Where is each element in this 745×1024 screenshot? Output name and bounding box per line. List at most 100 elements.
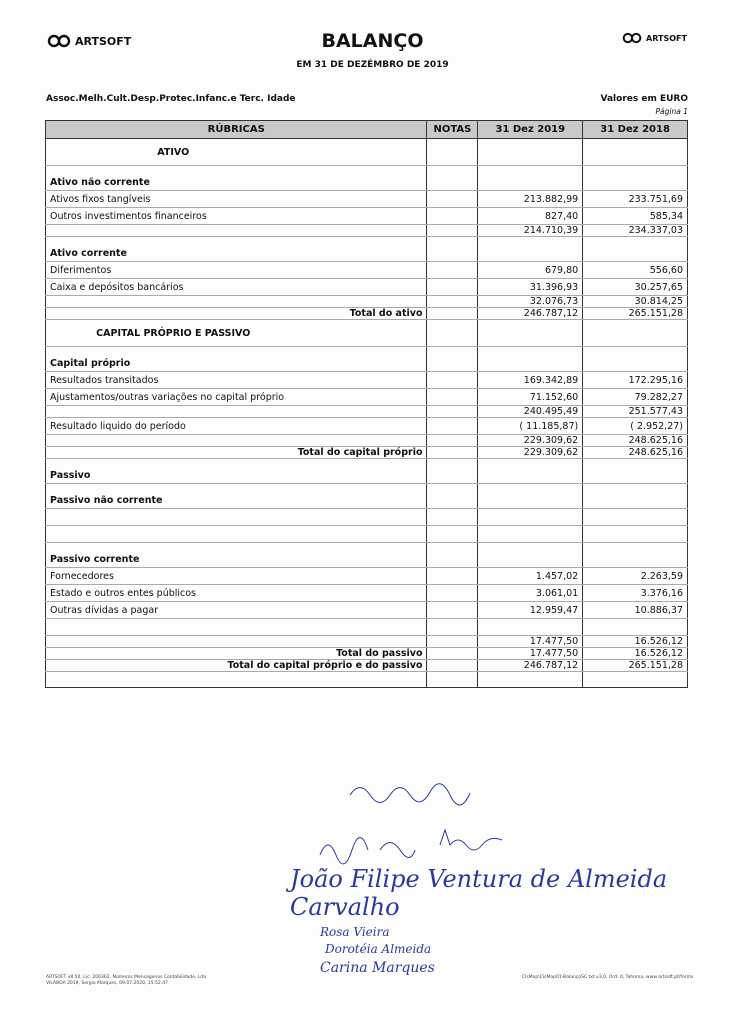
value-2018 xyxy=(582,525,688,543)
table-row: Total do ativo 246.787,12 265.151,28 xyxy=(44,307,688,320)
signature-1: João Filipe Ventura de Almeida Carvalho xyxy=(290,865,668,921)
row-notes xyxy=(426,542,479,568)
value-2018 xyxy=(582,458,688,484)
row-label: Caixa e depósitos bancários xyxy=(44,278,428,296)
row-label: Diferimentos xyxy=(44,261,428,279)
value-2019: 229.309,62 xyxy=(477,434,584,447)
value-2018 xyxy=(582,346,688,372)
value-2019: 240.495,49 xyxy=(477,405,584,418)
row-label: Outras dívidas a pagar xyxy=(44,601,428,619)
table-row: Passivo não corrente xyxy=(44,483,688,509)
balance-table: RÚBRICAS NOTAS 31 Dez 2019 31 Dez 2018 A… xyxy=(44,120,688,688)
value-2019: 12.959,47 xyxy=(477,601,584,619)
document-subtitle: EM 31 DE DEZÉMBRO DE 2019 xyxy=(296,60,449,70)
value-2019 xyxy=(477,236,584,262)
value-2019: 679,80 xyxy=(477,261,584,279)
table-row: Passivo xyxy=(44,458,688,484)
table-row: 32.076,73 30.814,25 xyxy=(44,295,688,308)
row-label xyxy=(44,405,428,418)
row-notes xyxy=(426,319,479,347)
row-label: ATIVO xyxy=(44,138,428,166)
value-2018 xyxy=(582,138,688,166)
value-2019: 169.342,89 xyxy=(477,371,584,389)
table-row: 229.309,62 248.625,16 xyxy=(44,434,688,447)
row-label: CAPITAL PRÓPRIO E PASSIVO xyxy=(44,319,428,347)
value-2018: 2.263,59 xyxy=(582,567,688,585)
value-2018: 79.282,27 xyxy=(582,388,688,406)
value-2019: 17.477,50 xyxy=(477,635,584,648)
value-2019 xyxy=(477,508,584,526)
column-header-2019: 31 Dez 2019 xyxy=(477,120,584,139)
row-notes xyxy=(426,508,479,526)
table-row: Capital próprio xyxy=(44,346,688,372)
table-row: Outros investimentos financeiros 827,40 58… xyxy=(44,207,688,225)
value-2018: ( 2.952,27) xyxy=(582,417,688,435)
artsoft-logo-left: ARTSOFT xyxy=(47,34,131,48)
signature-3: Dorotéia Almeida xyxy=(325,942,432,956)
logo-text: ARTSOFT xyxy=(75,34,132,48)
table-row: Caixa e depósitos bancários 31.396,93 30.2… xyxy=(44,278,688,296)
value-2019: 3.061,01 xyxy=(477,584,584,602)
row-notes xyxy=(426,659,479,672)
row-notes xyxy=(426,458,479,484)
signatures-scribble xyxy=(319,783,503,865)
row-label: Resultados transitados xyxy=(44,371,428,389)
row-label xyxy=(44,434,428,447)
row-notes xyxy=(426,635,479,648)
value-2019: 246.787,12 xyxy=(477,307,584,320)
row-notes xyxy=(426,434,479,447)
value-2019: 213.882,99 xyxy=(477,190,584,208)
row-label xyxy=(44,635,428,648)
row-label xyxy=(44,525,428,543)
value-2018 xyxy=(582,671,688,688)
row-label: Passivo xyxy=(44,458,428,484)
table-row: Resultados transitados 169.342,89 172.295,… xyxy=(44,371,688,389)
signature-4: Carina Marques xyxy=(320,960,435,976)
value-2019: 827,40 xyxy=(477,207,584,225)
table-row: Passivo corrente xyxy=(44,542,688,568)
row-notes xyxy=(426,567,479,585)
document-title: BALANÇO xyxy=(321,30,424,52)
row-notes xyxy=(426,446,479,459)
row-notes xyxy=(426,190,479,208)
row-notes xyxy=(426,405,479,418)
currency-units: Valores em EURO xyxy=(600,94,689,104)
value-2018 xyxy=(582,483,688,509)
value-2019 xyxy=(477,483,584,509)
logo-text: ARTSOFT xyxy=(646,33,687,43)
value-2018: 248.625,16 xyxy=(582,434,688,447)
column-header-rubricas: RÚBRICAS xyxy=(44,120,428,139)
row-notes xyxy=(426,295,479,308)
column-header-2018: 31 Dez 2018 xyxy=(582,120,688,139)
table-row: 214.710,39 234.337,03 xyxy=(44,224,688,237)
table-row: Ativo não corrente xyxy=(44,165,688,191)
value-2019: 32.076,73 xyxy=(477,295,584,308)
table-row: Ajustamentos/outras variações no capital… xyxy=(44,388,688,406)
value-2018: 251.577,43 xyxy=(582,405,688,418)
row-label: Ativos fixos tangíveis xyxy=(44,190,428,208)
table-row: Total do passivo 17.477,50 16.526,12 xyxy=(44,647,688,660)
table-row xyxy=(44,671,688,688)
value-2018: 585,34 xyxy=(582,207,688,225)
table-row: Fornecedores 1.457,02 2.263,59 xyxy=(44,567,688,585)
row-notes xyxy=(426,483,479,509)
row-notes xyxy=(426,671,479,688)
row-label: Total do ativo xyxy=(44,307,428,320)
table-row: 17.477,50 16.526,12 xyxy=(44,635,688,648)
row-label: Ajustamentos/outras variações no capital… xyxy=(44,388,428,406)
value-2018 xyxy=(582,618,688,636)
value-2019 xyxy=(477,671,584,688)
row-notes xyxy=(426,388,479,406)
table-row: Outras dívidas a pagar 12.959,47 10.886,37 xyxy=(44,601,688,619)
value-2018: 234.337,03 xyxy=(582,224,688,237)
table-row: Resultado liquido do período ( 11.185,87)… xyxy=(44,417,688,435)
row-label: Capital próprio xyxy=(44,346,428,372)
table-row: Ativos fixos tangíveis 213.882,99 233.751,… xyxy=(44,190,688,208)
row-notes xyxy=(426,584,479,602)
row-notes xyxy=(426,346,479,372)
row-label: Fornecedores xyxy=(44,567,428,585)
page-number: Página 1 xyxy=(655,107,688,116)
value-2019 xyxy=(477,542,584,568)
value-2018: 16.526,12 xyxy=(582,635,688,648)
